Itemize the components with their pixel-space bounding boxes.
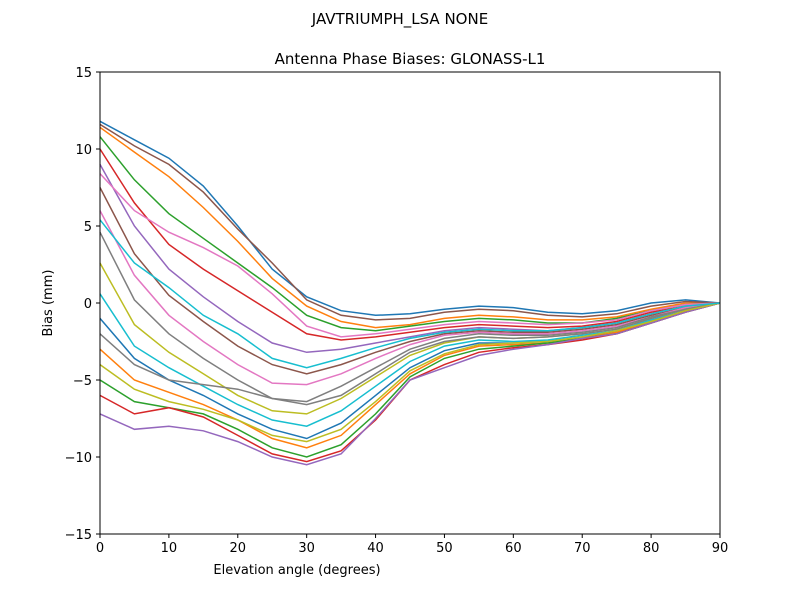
series-line — [99, 231, 721, 403]
y-tick-label: 5 — [84, 220, 92, 235]
y-tick-label: 10 — [75, 143, 92, 158]
series-line — [99, 148, 721, 341]
series-line — [99, 173, 721, 338]
series-line — [99, 302, 721, 443]
ticks-group: 0 10 20 30 40 50 60 70 80 90 −15 −10 −5 0 5 10 15 — [65, 66, 729, 556]
y-tick-label: −15 — [65, 528, 92, 543]
series-line — [99, 123, 721, 321]
x-tick-label: 40 — [367, 541, 384, 556]
y-tick-label: −5 — [73, 374, 92, 389]
figure-suptitle: JAVTRIUMPH_LSA NONE — [311, 10, 488, 29]
series-line — [99, 136, 721, 332]
x-tick-label: 60 — [505, 541, 522, 556]
x-tick-label: 90 — [712, 541, 729, 556]
y-tick-label: 15 — [75, 66, 92, 81]
series-line — [99, 120, 721, 317]
series-line — [99, 302, 721, 466]
x-axis-label: Elevation angle (degrees) — [213, 563, 380, 578]
series-group — [99, 120, 721, 466]
series-line — [99, 210, 721, 386]
x-tick-label: 30 — [298, 541, 315, 556]
chart-title: Antenna Phase Biases: GLONASS-L1 — [275, 50, 546, 68]
x-tick-label: 0 — [96, 541, 104, 556]
series-line — [99, 302, 721, 449]
x-tick-label: 70 — [574, 541, 591, 556]
series-line — [99, 126, 720, 329]
axes-frame — [99, 71, 721, 535]
x-tick-label: 10 — [161, 541, 178, 556]
y-tick-label: −10 — [65, 451, 92, 466]
series-line — [99, 187, 721, 375]
x-tick-label: 20 — [230, 541, 247, 556]
series-line — [99, 219, 721, 369]
series-line — [99, 302, 721, 406]
x-tick-label: 50 — [436, 541, 453, 556]
y-axis-label: Bias (mm) — [41, 270, 56, 337]
x-tick-label: 80 — [643, 541, 660, 556]
y-tick-label: 0 — [84, 297, 92, 312]
